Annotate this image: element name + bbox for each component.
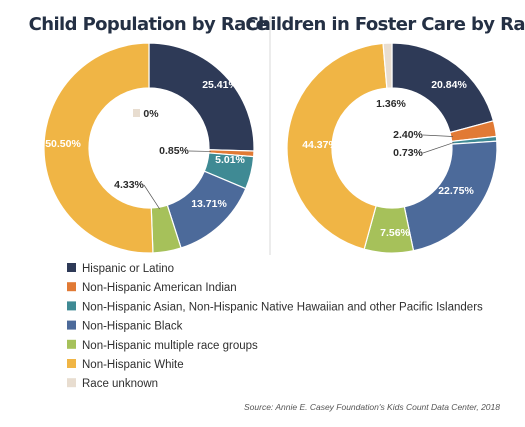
legend-swatch-american_indian bbox=[67, 282, 76, 292]
slice-label-asian_pacific: 0.73% bbox=[393, 147, 423, 159]
label-leader-line bbox=[143, 184, 161, 210]
legend-label-hispanic: Hispanic or Latino bbox=[82, 263, 174, 275]
slice-label-american_indian: 0.85% bbox=[159, 145, 189, 157]
slice-label-unknown: 1.36% bbox=[376, 98, 406, 110]
slice-label-american_indian: 2.40% bbox=[393, 129, 423, 141]
slice-unknown bbox=[382, 42, 393, 89]
donut-foster-care: 20.84% 2.40% 0.73% 22.75% 7.56% 44.37% 1.36% bbox=[286, 42, 498, 254]
legend-swatch-unknown bbox=[67, 378, 76, 388]
legend-swatch-multiple bbox=[67, 339, 76, 349]
label-leader-line bbox=[422, 142, 454, 154]
label-leader-line bbox=[422, 134, 453, 137]
slice-label-multiple: 4.33% bbox=[114, 179, 144, 191]
slice-hispanic bbox=[148, 42, 255, 152]
legend-swatch-asian_pacific bbox=[67, 301, 76, 311]
chart-title-child-population: Child Population by Race bbox=[29, 14, 268, 35]
legend-swatch-black bbox=[67, 320, 76, 330]
slice-label-unknown: 0% bbox=[143, 108, 159, 120]
slice-label-black: 22.75% bbox=[438, 185, 474, 197]
chart-title-foster-care: Children in Foster Care by Race bbox=[245, 14, 525, 35]
slice-white bbox=[43, 42, 154, 254]
slice-label-asian_pacific: 5.01% bbox=[215, 154, 245, 166]
legend-label-unknown: Race unknown bbox=[82, 378, 158, 390]
slice-label-hispanic: 20.84% bbox=[431, 79, 467, 91]
legend-label-black: Non-Hispanic Black bbox=[82, 321, 183, 333]
slice-label-white: 44.37% bbox=[302, 139, 338, 151]
slice-label-white: 50.50% bbox=[45, 138, 81, 150]
legend-label-asian_pacific: Non-Hispanic Asian, Non-Hispanic Native … bbox=[82, 301, 483, 313]
legend-label-white: Non-Hispanic White bbox=[82, 359, 184, 371]
legend-swatch-white bbox=[67, 359, 76, 368]
legend: Hispanic or Latino Non-Hispanic American … bbox=[67, 263, 483, 390]
slice-label-black: 13.71% bbox=[191, 198, 227, 210]
donut-child-population: 25.41% 0.85% 5.01% 13.71% 4.33% 50.50% 0% bbox=[43, 42, 255, 254]
legend-label-multiple: Non-Hispanic multiple race groups bbox=[82, 340, 258, 352]
slice-label-hispanic: 25.41% bbox=[202, 79, 238, 91]
source-note: Source: Annie E. Casey Foundation's Kids… bbox=[244, 402, 500, 412]
slice-white bbox=[286, 42, 388, 250]
legend-label-american_indian: Non-Hispanic American Indian bbox=[82, 282, 237, 294]
legend-swatch-hispanic bbox=[67, 263, 76, 272]
slice-label-multiple: 7.56% bbox=[380, 227, 410, 239]
unknown-swatch bbox=[133, 109, 140, 117]
